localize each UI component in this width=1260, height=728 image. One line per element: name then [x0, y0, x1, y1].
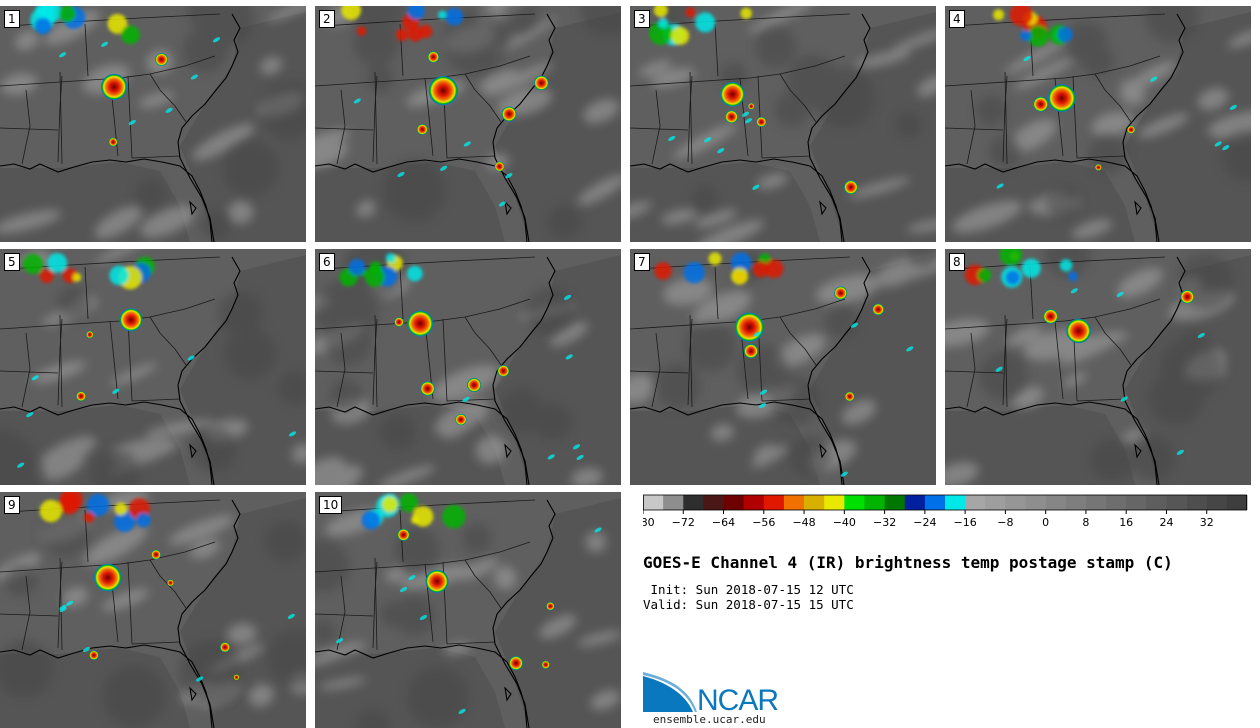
colorbar-swatch [864, 495, 885, 510]
colorbar-swatch [1126, 495, 1147, 510]
satellite-map [630, 6, 936, 242]
colorbar-swatch [723, 495, 744, 510]
colorbar-swatch [924, 495, 946, 510]
postage-stamp-panel-6: 6 [315, 249, 621, 485]
satellite-map [315, 249, 621, 485]
colorbar-swatch [1226, 495, 1248, 510]
panel-number: 4 [949, 10, 965, 28]
init-time: Init: Sun 2018-07-15 12 UTC [643, 582, 854, 597]
panel-number: 3 [634, 10, 650, 28]
colorbar-swatch [1106, 495, 1127, 510]
colorbar-swatch [1085, 495, 1107, 510]
colorbar-swatch [804, 495, 825, 510]
colorbar-tick-label: −8 [997, 516, 1013, 529]
postage-stamp-panel-8: 8 [945, 249, 1251, 485]
colorbar-swatch [1186, 495, 1208, 510]
colorbar-tick-label: −56 [752, 516, 775, 529]
colorbar-tick-label: −64 [712, 516, 735, 529]
colorbar-tick-label: −16 [954, 516, 977, 529]
panel-number: 5 [4, 253, 20, 271]
colorbar-tick-label: −80 [643, 516, 655, 529]
postage-stamp-panel-7: 7 [630, 249, 936, 485]
colorbar-swatch [1065, 495, 1087, 510]
satellite-map [945, 249, 1251, 485]
colorbar-swatch [985, 495, 1006, 510]
colorbar-tick-label: 8 [1082, 516, 1089, 529]
colorbar-swatch [703, 495, 724, 510]
valid-time: Valid: Sun 2018-07-15 15 UTC [643, 597, 854, 612]
colorbar-tick-label: 32 [1200, 516, 1214, 529]
colorbar-tick-label: −32 [873, 516, 896, 529]
colorbar-swatch [945, 495, 966, 510]
panel-number: 10 [319, 496, 343, 514]
postage-stamp-panel-9: 9 [0, 492, 306, 728]
panel-number: 6 [319, 253, 335, 271]
svg-text:NCAR: NCAR [697, 684, 778, 716]
satellite-map [315, 492, 621, 728]
colorbar-tick-label: −72 [672, 516, 695, 529]
colorbar-swatch [1005, 495, 1026, 510]
colorbar-tick-label: −48 [792, 516, 815, 529]
postage-stamp-panel-1: 1 [0, 6, 306, 242]
colorbar-swatch [824, 495, 845, 510]
colorbar-swatch [663, 495, 684, 510]
ncar-logo: NCAR [643, 672, 779, 716]
satellite-map [0, 492, 306, 728]
figure-title: GOES-E Channel 4 (IR) brightness temp po… [643, 553, 1173, 572]
colorbar-tick-label: −40 [833, 516, 856, 529]
colorbar-tick-label: 24 [1159, 516, 1173, 529]
postage-stamp-panel-5: 5 [0, 249, 306, 485]
postage-stamp-panel-3: 3 [630, 6, 936, 242]
postage-stamp-panel-10: 10 [315, 492, 621, 728]
colorbar-tick-label: 16 [1119, 516, 1133, 529]
colorbar-swatch [1166, 495, 1187, 510]
colorbar-tick-label: −24 [913, 516, 936, 529]
colorbar-swatch [1025, 495, 1046, 510]
colorbar-swatch [1206, 495, 1228, 510]
satellite-map [0, 249, 306, 485]
satellite-map [630, 249, 936, 485]
panel-number: 9 [4, 496, 20, 514]
postage-stamp-panel-4: 4 [945, 6, 1251, 242]
colorbar-swatch [1045, 495, 1067, 510]
colorbar-swatch [965, 495, 986, 510]
panel-number: 2 [319, 10, 335, 28]
satellite-map [945, 6, 1251, 242]
colorbar-swatch [1146, 495, 1167, 510]
satellite-map [0, 6, 306, 242]
colorbar-swatch [844, 495, 865, 510]
colorbar-tick-label: 0 [1042, 516, 1049, 529]
panel-number: 1 [4, 10, 20, 28]
colorbar-swatch [683, 495, 704, 510]
colorbar-swatch [884, 495, 906, 510]
panel-number: 8 [949, 253, 965, 271]
panel-number: 7 [634, 253, 650, 271]
postage-stamp-panel-2: 2 [315, 6, 621, 242]
colorbar-swatch [904, 495, 926, 510]
colorbar-swatch [783, 495, 805, 510]
logo-url: ensemble.ucar.edu [653, 713, 766, 726]
colorbar-swatch [763, 495, 785, 510]
satellite-map [315, 6, 621, 242]
colorbar-swatch [743, 495, 765, 510]
colorbar-swatch [643, 495, 664, 510]
